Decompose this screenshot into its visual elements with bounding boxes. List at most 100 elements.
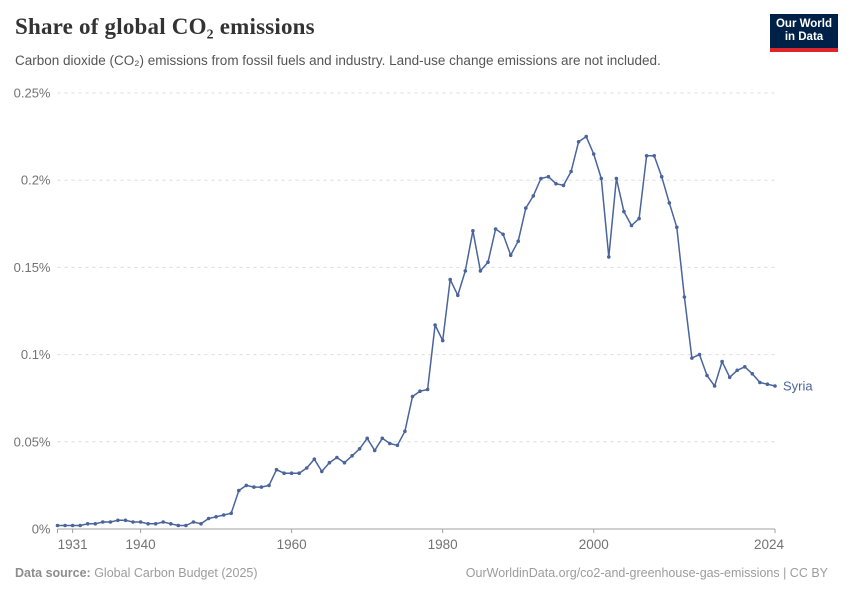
attribution-link[interactable]: OurWorldinData.org/co2-and-greenhouse-ga… [465, 566, 828, 580]
data-point[interactable] [342, 460, 347, 465]
data-point[interactable] [289, 471, 294, 476]
data-point[interactable] [727, 375, 732, 380]
data-point[interactable] [516, 239, 520, 243]
data-point[interactable] [531, 194, 536, 198]
data-point[interactable] [403, 429, 407, 434]
data-point[interactable] [214, 515, 218, 519]
data-point[interactable] [63, 523, 67, 528]
data-point[interactable] [743, 365, 747, 369]
data-point[interactable] [123, 518, 128, 523]
data-point[interactable] [486, 260, 490, 265]
data-point[interactable] [153, 522, 158, 526]
data-point[interactable] [388, 441, 392, 446]
owid-logo[interactable]: Our World in Data [770, 14, 838, 52]
data-point[interactable] [199, 522, 203, 526]
data-point[interactable] [131, 520, 135, 524]
data-point[interactable] [539, 176, 543, 181]
data-point[interactable] [78, 523, 82, 528]
data-point[interactable] [221, 513, 226, 517]
data-point[interactable] [750, 372, 755, 376]
data-point[interactable] [644, 154, 649, 158]
data-point[interactable] [433, 323, 437, 327]
data-point[interactable] [85, 522, 90, 526]
data-point[interactable] [138, 520, 143, 524]
data-point[interactable] [335, 455, 339, 460]
data-point[interactable] [652, 154, 656, 158]
data-point[interactable] [108, 520, 113, 524]
data-point[interactable] [350, 454, 354, 458]
data-point[interactable] [395, 443, 400, 448]
data-point[interactable] [569, 169, 573, 174]
data-point[interactable] [773, 384, 777, 388]
data-point[interactable] [440, 338, 445, 343]
data-point[interactable] [501, 232, 505, 237]
data-point[interactable] [576, 140, 581, 144]
data-point[interactable] [659, 174, 664, 179]
data-point[interactable] [184, 523, 188, 528]
data-point[interactable] [554, 181, 558, 186]
data-point[interactable] [637, 216, 641, 221]
data-point[interactable] [463, 269, 468, 273]
data-point[interactable] [55, 523, 60, 528]
data-point[interactable] [229, 511, 233, 516]
data-point[interactable] [712, 384, 717, 388]
data-point[interactable] [524, 206, 528, 210]
data-point[interactable] [327, 460, 332, 465]
data-point[interactable] [675, 225, 679, 230]
data-point[interactable] [146, 522, 150, 526]
data-point[interactable] [380, 436, 385, 441]
data-point[interactable] [682, 295, 687, 299]
data-point[interactable] [176, 523, 181, 528]
data-point[interactable] [607, 255, 611, 259]
data-point[interactable] [599, 176, 604, 181]
data-point[interactable] [690, 356, 694, 360]
data-point[interactable] [758, 380, 762, 385]
data-point[interactable] [206, 516, 211, 521]
data-point[interactable] [161, 520, 165, 524]
data-point[interactable] [546, 174, 551, 179]
data-point[interactable] [720, 359, 724, 364]
data-point[interactable] [410, 394, 415, 399]
data-point[interactable] [697, 352, 702, 357]
data-point[interactable] [584, 134, 588, 139]
data-point[interactable] [667, 201, 672, 205]
data-point[interactable] [267, 483, 271, 488]
data-point[interactable] [456, 293, 460, 298]
data-point[interactable] [244, 483, 249, 488]
data-point[interactable] [252, 485, 256, 489]
data-point[interactable] [508, 253, 513, 257]
data-point[interactable] [561, 183, 566, 188]
data-point[interactable] [629, 223, 634, 228]
data-point[interactable] [70, 523, 75, 528]
data-point[interactable] [297, 471, 302, 476]
data-point[interactable] [735, 368, 739, 373]
data-point[interactable] [478, 269, 483, 273]
data-point[interactable] [614, 176, 619, 181]
data-point[interactable] [591, 152, 596, 156]
data-point[interactable] [304, 466, 309, 470]
data-point[interactable] [320, 469, 324, 474]
data-point[interactable] [357, 447, 362, 451]
data-point[interactable] [705, 373, 709, 378]
data-point[interactable] [471, 229, 475, 233]
data-point[interactable] [259, 485, 264, 489]
data-point[interactable] [622, 209, 626, 214]
data-point[interactable] [282, 471, 286, 476]
data-point[interactable] [493, 227, 498, 231]
data-point[interactable] [365, 436, 370, 441]
data-point[interactable] [372, 448, 377, 453]
data-point[interactable] [274, 467, 279, 472]
data-point[interactable] [169, 522, 173, 526]
data-line-syria[interactable] [56, 135, 776, 527]
data-point[interactable] [101, 520, 105, 524]
data-point[interactable] [425, 387, 430, 392]
data-point[interactable] [765, 382, 770, 387]
data-point[interactable] [237, 488, 241, 493]
data-point[interactable] [418, 389, 422, 394]
data-point[interactable] [312, 457, 317, 462]
data-point[interactable] [448, 277, 453, 282]
data-point[interactable] [93, 522, 98, 526]
data-point[interactable] [116, 518, 120, 523]
data-point[interactable] [191, 520, 196, 524]
